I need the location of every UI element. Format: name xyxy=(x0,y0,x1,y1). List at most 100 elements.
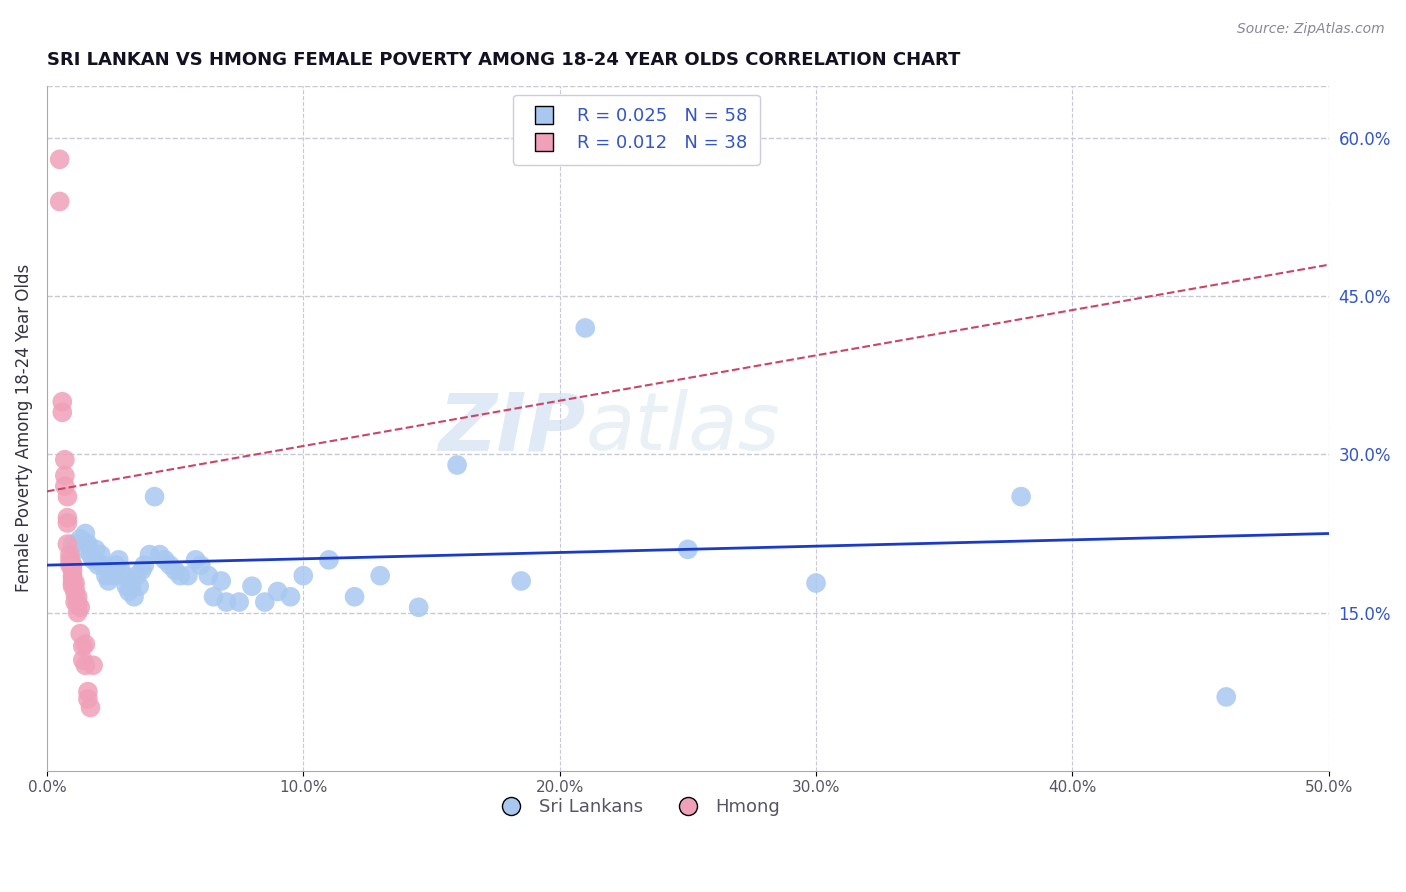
Point xyxy=(62,558,84,573)
Point xyxy=(53,479,76,493)
Point xyxy=(202,590,225,604)
Point xyxy=(48,194,70,209)
Point xyxy=(75,637,97,651)
Point xyxy=(79,548,101,562)
Point xyxy=(62,568,84,582)
Point xyxy=(56,490,79,504)
Point xyxy=(122,590,145,604)
Point xyxy=(804,576,827,591)
Point xyxy=(69,626,91,640)
Point xyxy=(62,579,84,593)
Point xyxy=(75,658,97,673)
Point xyxy=(77,692,100,706)
Point xyxy=(59,548,82,562)
Point xyxy=(209,574,232,588)
Point xyxy=(112,568,135,582)
Point xyxy=(280,590,302,604)
Point xyxy=(228,595,250,609)
Point xyxy=(90,548,112,562)
Point xyxy=(84,542,107,557)
Point xyxy=(62,572,84,586)
Point xyxy=(143,490,166,504)
Point xyxy=(53,468,76,483)
Point xyxy=(1215,690,1237,704)
Point xyxy=(91,558,114,573)
Point xyxy=(56,537,79,551)
Text: ZIP: ZIP xyxy=(437,389,585,467)
Point xyxy=(184,553,207,567)
Point xyxy=(169,568,191,582)
Point xyxy=(240,579,263,593)
Point xyxy=(63,595,86,609)
Point xyxy=(66,590,89,604)
Point xyxy=(103,568,125,582)
Point xyxy=(77,684,100,698)
Point xyxy=(69,600,91,615)
Point xyxy=(165,563,187,577)
Point xyxy=(408,600,430,615)
Point xyxy=(72,653,94,667)
Point xyxy=(253,595,276,609)
Point xyxy=(107,553,129,567)
Point xyxy=(51,394,73,409)
Point xyxy=(79,700,101,714)
Point xyxy=(574,321,596,335)
Point xyxy=(266,584,288,599)
Point xyxy=(215,595,238,609)
Point xyxy=(177,568,200,582)
Point xyxy=(125,568,148,582)
Point xyxy=(53,452,76,467)
Point xyxy=(82,553,104,567)
Point xyxy=(94,568,117,582)
Point xyxy=(100,563,122,577)
Point xyxy=(56,516,79,530)
Text: SRI LANKAN VS HMONG FEMALE POVERTY AMONG 18-24 YEAR OLDS CORRELATION CHART: SRI LANKAN VS HMONG FEMALE POVERTY AMONG… xyxy=(46,51,960,69)
Legend: Sri Lankans, Hmong: Sri Lankans, Hmong xyxy=(486,791,787,823)
Point xyxy=(110,563,132,577)
Point xyxy=(105,558,128,573)
Point xyxy=(56,510,79,524)
Point xyxy=(131,563,153,577)
Point xyxy=(153,553,176,567)
Y-axis label: Female Poverty Among 18-24 Year Olds: Female Poverty Among 18-24 Year Olds xyxy=(15,264,32,592)
Point xyxy=(63,576,86,591)
Point xyxy=(62,563,84,577)
Text: Source: ZipAtlas.com: Source: ZipAtlas.com xyxy=(1237,22,1385,37)
Point xyxy=(77,537,100,551)
Point xyxy=(318,553,340,567)
Point xyxy=(138,548,160,562)
Point xyxy=(69,532,91,546)
Point xyxy=(72,640,94,654)
Point xyxy=(75,526,97,541)
Point xyxy=(66,606,89,620)
Point xyxy=(121,579,143,593)
Point xyxy=(446,458,468,472)
Point xyxy=(292,568,315,582)
Point xyxy=(63,586,86,600)
Point xyxy=(676,542,699,557)
Point xyxy=(51,405,73,419)
Point xyxy=(149,548,172,562)
Point xyxy=(66,597,89,611)
Point xyxy=(190,558,212,573)
Point xyxy=(368,568,391,582)
Point xyxy=(59,558,82,573)
Point xyxy=(62,537,84,551)
Point xyxy=(1010,490,1032,504)
Point xyxy=(66,542,89,557)
Point xyxy=(62,576,84,591)
Point xyxy=(118,584,141,599)
Point xyxy=(82,658,104,673)
Point xyxy=(59,553,82,567)
Point xyxy=(134,558,156,573)
Point xyxy=(87,558,110,573)
Point xyxy=(197,568,219,582)
Point xyxy=(343,590,366,604)
Point xyxy=(115,579,138,593)
Point xyxy=(159,558,181,573)
Text: atlas: atlas xyxy=(585,389,780,467)
Point xyxy=(97,574,120,588)
Point xyxy=(48,153,70,167)
Point xyxy=(128,579,150,593)
Point xyxy=(62,558,84,573)
